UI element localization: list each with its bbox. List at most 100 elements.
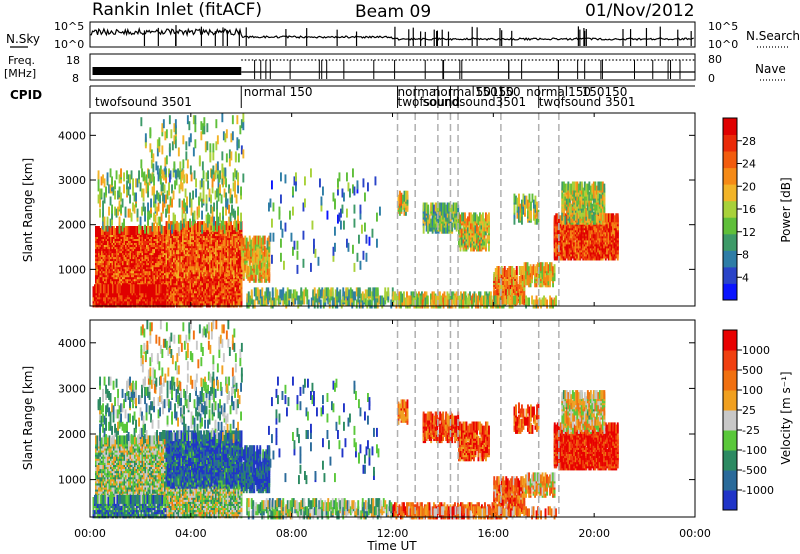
- range-gate-cell: [180, 220, 182, 230]
- range-gate-cell: [138, 170, 140, 180]
- range-gate-cell: [150, 198, 152, 208]
- range-gate-cell: [201, 224, 203, 234]
- range-gate-cell: [108, 226, 111, 235]
- range-gate-cell: [140, 226, 142, 235]
- range-gate-cell: [198, 208, 200, 218]
- range-gate-cell: [183, 225, 186, 235]
- range-gate-cell: [144, 206, 146, 216]
- range-gate-cell: [165, 174, 167, 184]
- range-gate-cell: [140, 284, 143, 294]
- range-gate-cell: [97, 194, 100, 204]
- range-gate-cell: [181, 214, 184, 224]
- range-gate-cell: [160, 212, 163, 222]
- range-gate-cell: [167, 221, 169, 231]
- range-gate-cell: [198, 257, 201, 267]
- range-gate-cell: [195, 188, 197, 198]
- range-gate-cell: [239, 221, 241, 231]
- range-gate-cell: [116, 284, 119, 294]
- range-gate-cell: [173, 259, 175, 269]
- range-gate-cell: [154, 202, 157, 212]
- range-gate-cell: [189, 233, 192, 243]
- range-gate-cell: [106, 216, 109, 226]
- range-gate-cell: [183, 198, 185, 208]
- range-gate-cell: [172, 190, 175, 200]
- date-title: 01/Nov/2012: [585, 1, 695, 21]
- range-gate-cell: [102, 200, 104, 210]
- range-gate-cell: [216, 214, 218, 224]
- range-gate-cell: [207, 267, 210, 277]
- nsky-left-tick-top: 10^5: [54, 20, 84, 33]
- range-gate-cell: [118, 174, 121, 184]
- range-gate-cell: [92, 286, 95, 296]
- range-gate-cell: [120, 226, 123, 235]
- range-gate-cell: [198, 196, 200, 206]
- range-gate-cell: [218, 247, 220, 257]
- range-gate-cell: [96, 226, 99, 235]
- range-gate-cell: [124, 284, 126, 294]
- range-gate-cell: [201, 198, 203, 208]
- range-gate-cell: [191, 247, 193, 257]
- range-gate-cell: [117, 190, 119, 200]
- range-gate-cell: [156, 222, 158, 232]
- range-gate-cell: [198, 221, 201, 231]
- range-gate-cell: [171, 235, 174, 245]
- range-gate-cell: [147, 216, 149, 226]
- range-gate-cell: [233, 255, 235, 265]
- freq-right-tick-bottom: 0: [708, 72, 715, 85]
- range-gate-cell: [219, 263, 222, 273]
- range-gate-cell: [147, 182, 149, 192]
- range-gate-cell: [131, 226, 133, 235]
- range-gate-cell: [165, 269, 168, 279]
- range-gate-cell: [102, 208, 104, 218]
- range-gate-cell: [121, 198, 124, 208]
- range-gate-cell: [126, 170, 128, 180]
- range-gate-cell: [118, 216, 121, 226]
- range-gate-cell: [139, 284, 141, 294]
- range-gate-cell: [147, 224, 149, 234]
- range-gate-cell: [181, 208, 184, 218]
- range-gate-cell: [100, 176, 103, 186]
- range-gate-cell: [150, 254, 153, 264]
- range-gate-cell: [109, 196, 112, 206]
- beam-title: Beam 09: [355, 2, 431, 22]
- range-gate-cell: [207, 170, 209, 180]
- range-gate-cell: [183, 174, 185, 184]
- range-gate-cell: [165, 194, 167, 204]
- range-gate-cell: [103, 222, 106, 232]
- range-gate-cell: [132, 178, 134, 188]
- range-gate-cell: [194, 231, 196, 241]
- range-gate-cell: [231, 233, 234, 243]
- range-gate-cell: [98, 226, 100, 235]
- range-gate-cell: [240, 290, 243, 300]
- range-gate-cell: [115, 208, 118, 218]
- range-gate-cell: [193, 170, 196, 180]
- cpid-program-label: twofsound 3501: [95, 95, 192, 109]
- range-gate-cell: [206, 227, 208, 237]
- range-gate-cell: [212, 261, 214, 271]
- cpid-program-label: normal150150: [433, 85, 521, 99]
- range-gate-cell: [133, 192, 136, 202]
- range-gate-cell: [216, 208, 218, 218]
- range-gate-cell: [171, 184, 173, 194]
- range-gate-cell: [153, 192, 155, 202]
- range-gate-cell: [205, 194, 208, 204]
- range-gate-cell: [239, 233, 241, 243]
- range-gate-cell: [125, 284, 128, 294]
- range-gate-cell: [134, 226, 136, 235]
- range-gate-cell: [142, 188, 145, 198]
- range-gate-cell: [144, 224, 146, 234]
- range-gate-cell: [219, 184, 221, 194]
- range-gate-cell: [127, 174, 130, 184]
- cpid-program-label: normal: [398, 85, 440, 99]
- range-gate-cell: [162, 182, 164, 192]
- range-gate-cell: [142, 202, 145, 212]
- range-gate-cell: [211, 212, 214, 222]
- range-gate-cell: [206, 247, 208, 257]
- range-gate-cell: [138, 224, 140, 234]
- range-gate-cell: [131, 284, 134, 294]
- range-gate-cell: [195, 223, 198, 233]
- range-gate-cell: [155, 284, 158, 294]
- range-gate-cell: [192, 212, 194, 222]
- range-gate-cell: [219, 223, 222, 233]
- range-gate-cell: [189, 192, 191, 202]
